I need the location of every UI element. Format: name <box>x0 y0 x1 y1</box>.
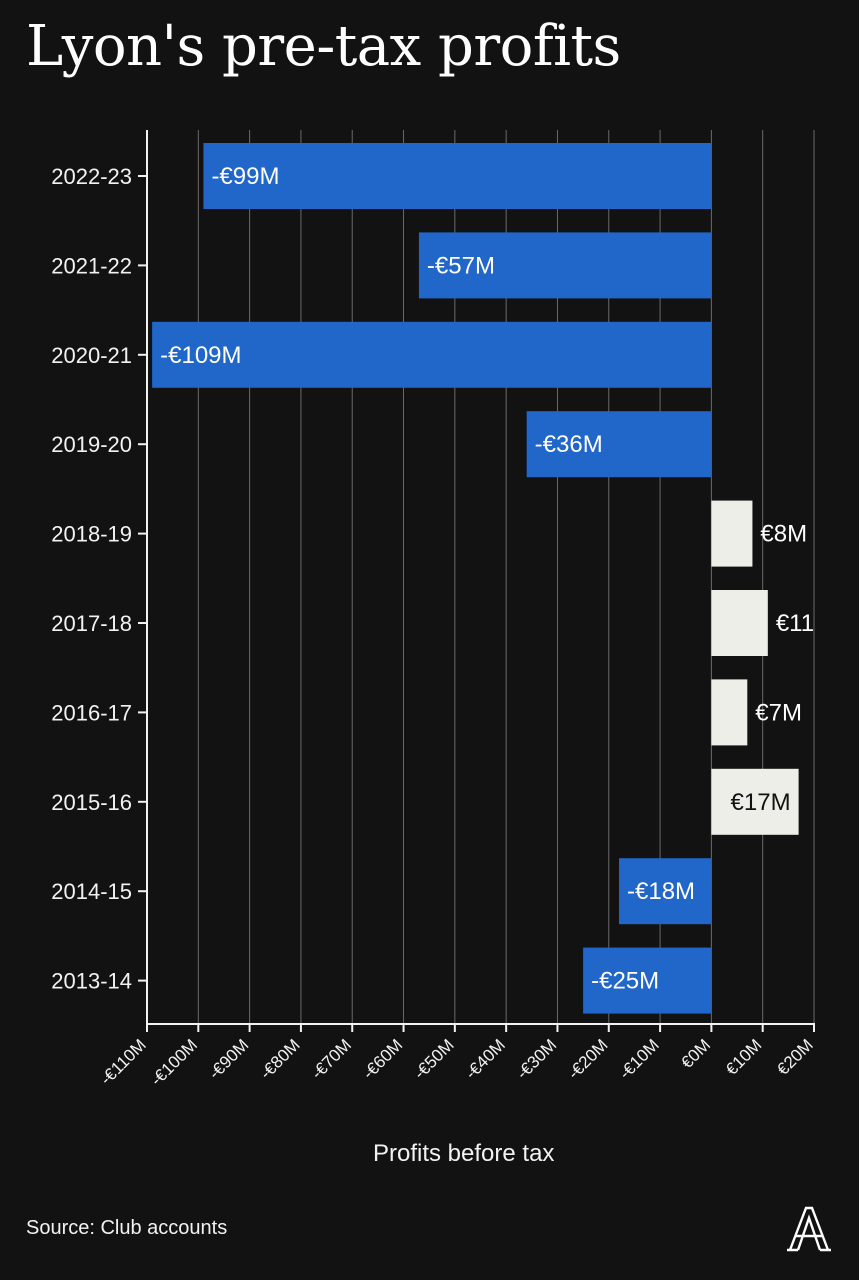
x-tick-label: -€50M <box>410 1035 458 1083</box>
category-label: 2019-20 <box>51 432 132 457</box>
category-label: 2020-21 <box>51 343 132 368</box>
x-tick-label: -€60M <box>359 1035 407 1083</box>
bar <box>583 947 712 1014</box>
data-label: -€109M <box>160 342 241 369</box>
x-axis-label: Profits before tax <box>373 1140 555 1167</box>
x-tick-label: €0M <box>677 1035 714 1072</box>
bar <box>152 321 712 388</box>
data-label: €7M <box>755 699 802 726</box>
data-label: €8M <box>760 521 807 548</box>
x-tick-label: -€10M <box>615 1035 663 1083</box>
data-label: €11 <box>776 610 814 637</box>
category-label: 2015-16 <box>51 790 132 815</box>
data-label: -€36M <box>535 431 603 458</box>
x-tick-label: -€20M <box>564 1035 612 1083</box>
x-tick-label: -€90M <box>205 1035 253 1083</box>
source-note: Source: Club accounts <box>26 1217 228 1239</box>
data-label: -€18M <box>627 878 695 905</box>
bar <box>418 232 712 299</box>
chart-title: Lyon's pre-tax profits <box>26 14 621 79</box>
bar <box>711 500 753 567</box>
bar <box>203 143 712 209</box>
x-tick-label: €10M <box>722 1035 766 1079</box>
bar <box>526 411 712 478</box>
athletic-a-logo-icon <box>787 1206 831 1252</box>
bar <box>711 679 748 746</box>
bar <box>711 768 799 835</box>
category-label: 2013-14 <box>51 969 132 994</box>
category-label: 2016-17 <box>51 700 132 725</box>
bar <box>711 590 768 656</box>
x-tick-label: -€110M <box>97 1035 150 1088</box>
x-tick-label: -€80M <box>256 1035 304 1083</box>
category-label: 2021-22 <box>51 253 132 278</box>
category-label: 2022-23 <box>51 164 132 189</box>
data-label: -€99M <box>211 163 279 190</box>
bar <box>619 858 712 925</box>
category-label: 2018-19 <box>51 522 132 547</box>
x-tick-label: -€40M <box>461 1035 509 1083</box>
category-label: 2017-18 <box>51 611 132 636</box>
data-label: -€25M <box>591 968 659 995</box>
x-tick-label: -€30M <box>513 1035 561 1083</box>
data-label: -€57M <box>427 252 495 279</box>
category-label: 2014-15 <box>51 879 132 904</box>
x-tick-label: €20M <box>773 1035 817 1079</box>
x-tick-label: -€70M <box>308 1035 356 1083</box>
x-tick-label: -€100M <box>147 1035 201 1089</box>
data-label: €17M <box>731 789 791 816</box>
